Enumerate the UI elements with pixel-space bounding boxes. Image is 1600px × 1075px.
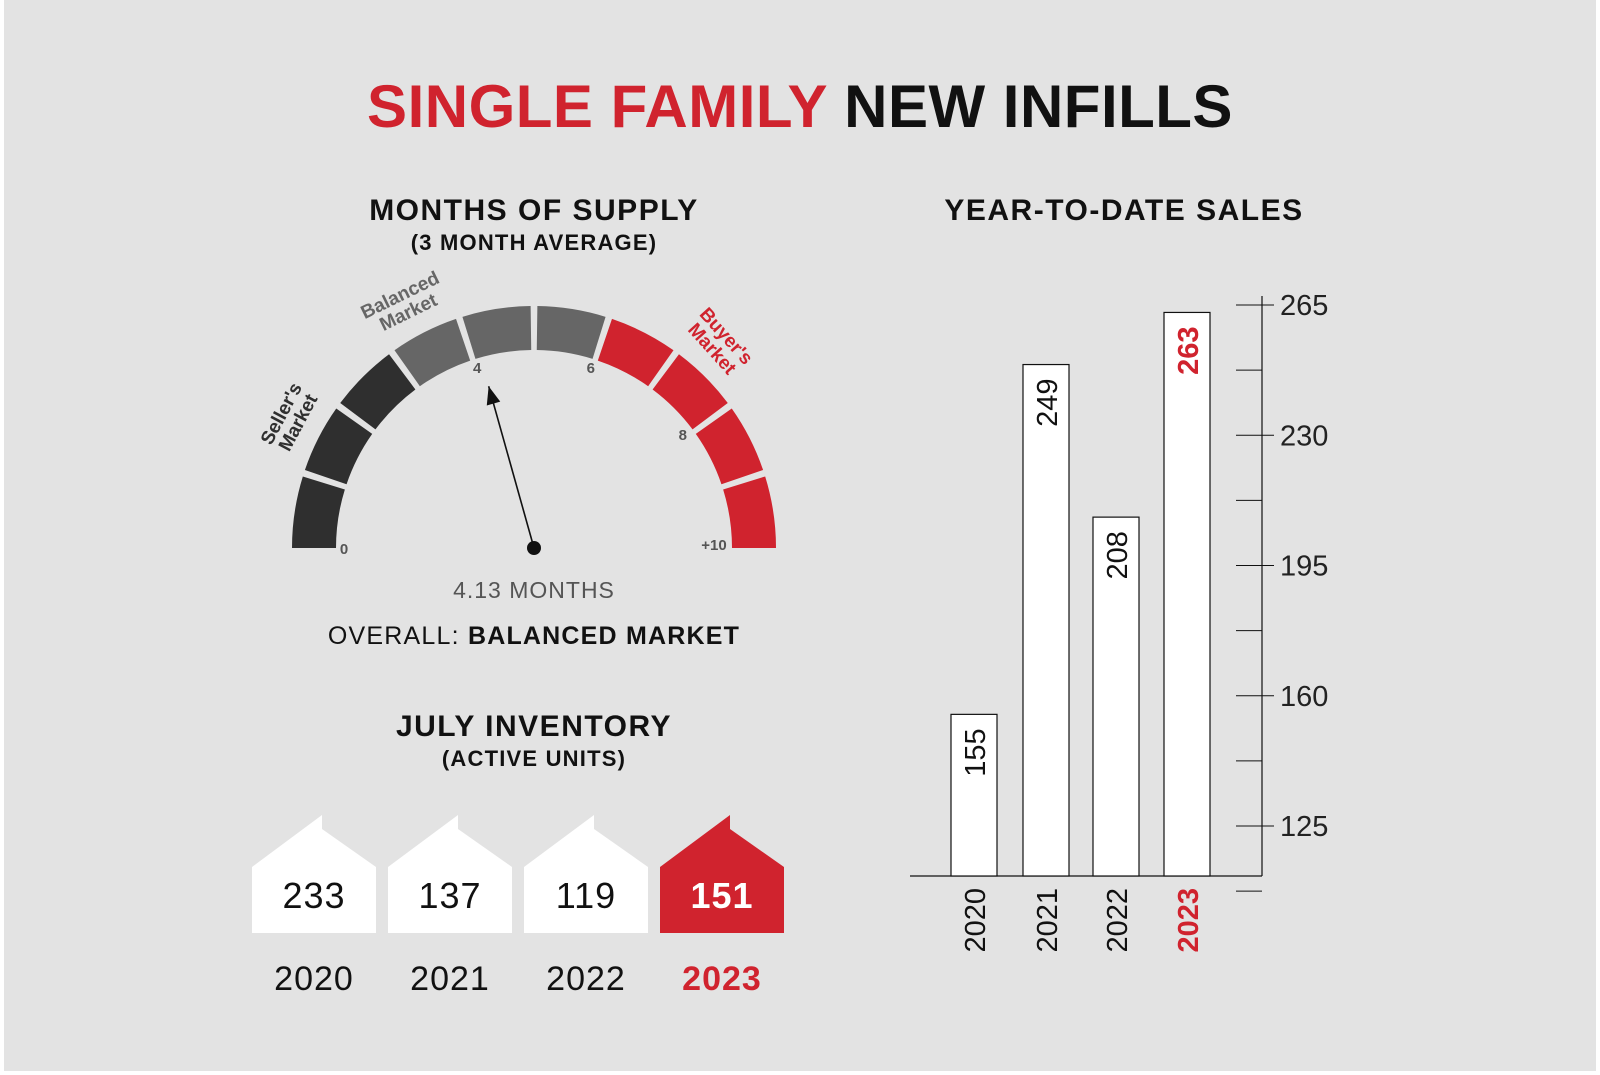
gauge-segment-9: [723, 476, 776, 548]
gauge-segment-4: [462, 306, 532, 359]
gauge-segment-0: [292, 476, 345, 548]
x-category-label: 2023: [1173, 888, 1205, 953]
bar-value-label: 263: [1173, 326, 1205, 374]
gauge-readout: 4.13 MONTHS: [453, 577, 615, 603]
gauge-segment-7: [652, 354, 728, 430]
y-tick-label: 265: [1280, 290, 1328, 322]
overall-prefix: OVERALL:: [327, 622, 460, 650]
bar-2022: [1092, 516, 1140, 877]
y-tick-label: 160: [1280, 681, 1328, 713]
title-part-black: NEW INFILLS: [844, 73, 1233, 140]
bar-value-label: 249: [1032, 379, 1064, 427]
inventory-house-2021: 137: [388, 815, 512, 935]
gauge-segment-5: [536, 306, 606, 359]
gauge-tick-label: 6: [587, 360, 595, 377]
inventory-house-2023: 151: [660, 815, 784, 935]
title-part-red: SINGLE FAMILY: [367, 73, 827, 140]
gauge-needle-hub: [527, 541, 541, 555]
bar-2020: [950, 713, 998, 877]
bar-value-label: 155: [960, 728, 992, 776]
y-tick-label: 125: [1280, 811, 1328, 843]
gauge-needle-arrowhead: [486, 386, 501, 406]
y-tick-label: 195: [1280, 551, 1328, 583]
inventory-year: 2021: [410, 960, 490, 998]
inventory-house-2020: 233: [252, 815, 376, 935]
inventory-house-2022: 119: [524, 815, 648, 935]
inventory-year: 2023: [682, 960, 762, 998]
page-title: SINGLE FAMILY NEW INFILLS: [4, 72, 1596, 141]
gauge-needle: [487, 386, 535, 549]
inventory-value: 119: [555, 875, 617, 916]
infographic-panel: SINGLE FAMILY NEW INFILLS MONTHS OF SUPP…: [4, 0, 1596, 1071]
house-icon: [524, 815, 648, 933]
house-icon: [388, 815, 512, 933]
y-tick-label: 230: [1280, 420, 1328, 452]
bar-2023: [1163, 311, 1211, 877]
x-category-label: 2021: [1032, 888, 1064, 953]
house-icon: [252, 815, 376, 933]
inventory-heading: JULY INVENTORY: [395, 710, 673, 743]
gauge-segment-3: [394, 318, 471, 387]
inventory-year: 2020: [274, 960, 354, 998]
x-category-label: 2022: [1102, 888, 1134, 953]
overall-market-status: OVERALL: BALANCED MARKET: [264, 622, 804, 651]
house-icon: [660, 815, 784, 933]
supply-heading: MONTHS OF SUPPLY: [369, 194, 699, 227]
bar-value-label: 208: [1102, 531, 1134, 579]
gauge-segment-1: [304, 408, 373, 485]
ytd-sales-chart: 125 160 195 230 265 155 2020 249 2021 208 2022 263 2…: [910, 290, 1328, 953]
supply-subheading: (3 MONTH AVERAGE): [410, 230, 658, 255]
gauge-segment-2: [340, 354, 416, 430]
ytd-heading: YEAR-TO-DATE SALES: [944, 194, 1304, 227]
inventory-year: 2022: [546, 960, 626, 998]
overall-value: BALANCED MARKET: [467, 622, 741, 650]
gauge-tick-label: +10: [701, 537, 726, 554]
inventory-value: 151: [690, 875, 754, 916]
inventory-value: 137: [418, 875, 482, 916]
x-category-label: 2020: [960, 888, 992, 953]
gauge-segment-6: [597, 318, 674, 387]
gauge-tick-label: 4: [473, 360, 482, 377]
inventory-value: 233: [282, 875, 346, 916]
gauge-tick-label: 8: [679, 427, 687, 444]
gauge-segment-8: [695, 408, 764, 485]
bar-2021: [1022, 363, 1070, 877]
gauge-tick-label: 0: [340, 541, 348, 558]
inventory-subheading: (ACTIVE UNITS): [441, 746, 627, 771]
